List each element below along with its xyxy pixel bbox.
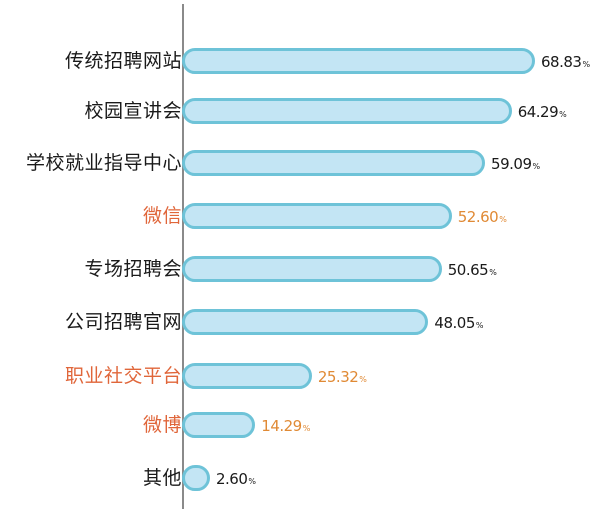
value-label: 25.32% xyxy=(317,368,367,386)
bar-row: 传统招聘网站 68.83% xyxy=(0,48,600,74)
value-label: 2.60% xyxy=(216,470,256,488)
bar xyxy=(182,465,210,491)
category-label: 微博 xyxy=(142,414,182,436)
bar-row: 学校就业指导中心 59.09% xyxy=(0,150,600,176)
bar xyxy=(182,309,429,335)
bar xyxy=(182,150,486,176)
category-label: 微信 xyxy=(142,205,182,227)
bar-row: 其他 2.60% xyxy=(0,465,600,491)
bar-row: 微信 52.60% xyxy=(0,203,600,229)
category-label: 传统招聘网站 xyxy=(64,50,182,72)
bar-row: 专场招聘会 50.65% xyxy=(0,256,600,282)
bar-row: 校园宣讲会 64.29% xyxy=(0,98,600,124)
bar xyxy=(182,412,256,438)
category-label: 公司招聘官网 xyxy=(64,311,182,333)
bar xyxy=(182,363,312,389)
bar-row: 公司招聘官网 48.05% xyxy=(0,309,600,335)
category-label: 校园宣讲会 xyxy=(84,100,182,122)
category-label: 其他 xyxy=(142,467,182,489)
value-label: 50.65% xyxy=(447,261,497,279)
bar-row: 职业社交平台 25.32% xyxy=(0,363,600,389)
category-axis-line xyxy=(182,4,184,509)
category-label: 专场招聘会 xyxy=(84,258,182,280)
bar-row: 微博 14.29% xyxy=(0,412,600,438)
bar xyxy=(182,203,452,229)
category-label: 职业社交平台 xyxy=(64,365,182,387)
value-label: 68.83% xyxy=(541,53,590,71)
value-label: 64.29% xyxy=(517,103,567,121)
value-label: 14.29% xyxy=(261,417,310,435)
value-label: 48.05% xyxy=(434,314,483,332)
bar xyxy=(182,98,512,124)
bar xyxy=(182,256,442,282)
value-label: 59.09% xyxy=(491,155,540,173)
bar xyxy=(182,48,535,74)
category-label: 学校就业指导中心 xyxy=(25,152,182,174)
value-label: 52.60% xyxy=(457,208,507,226)
